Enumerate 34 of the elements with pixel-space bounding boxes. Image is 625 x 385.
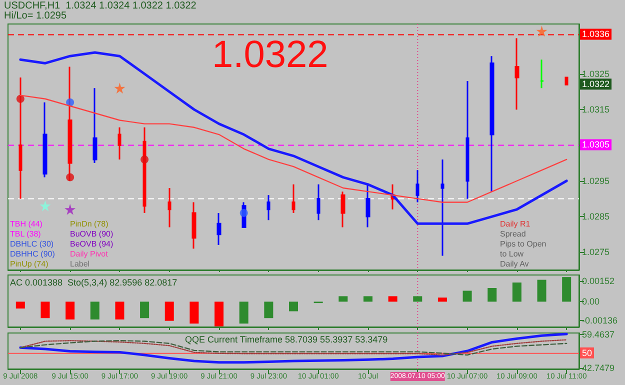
y-tick-label: 0.00152 xyxy=(582,276,615,286)
y-tick-label: 42.7479 xyxy=(582,362,615,373)
annotation: Daily Pivot xyxy=(70,250,109,258)
annotation: to Low xyxy=(500,250,524,258)
y-tick-label: 1.0285 xyxy=(582,212,610,222)
annotation: TBH (44) xyxy=(10,220,43,228)
y-tick-label: 1.0325 xyxy=(582,68,610,79)
annotation: Label xyxy=(70,260,90,268)
y-tick-label: 59.4637 xyxy=(582,330,615,340)
annotation: Daily Av xyxy=(500,260,529,268)
ref-line-label: 50 xyxy=(582,348,592,358)
annotation: BeOVB (94) xyxy=(70,240,114,248)
annotation: QQE Current Timeframe 58.7039 55.3937 53.3479 xyxy=(185,334,388,344)
chart-title: USDCHF,H1 1.0324 1.0324 1.0322 1.0322 xyxy=(4,0,197,12)
annotation: DBHLC (30) xyxy=(10,240,54,248)
ref-line-label: 1.0305 xyxy=(582,140,610,150)
y-tick-label: -0.00136 xyxy=(582,315,618,326)
annotation: BuOVB (90) xyxy=(70,230,114,238)
y-tick-label: 0.00 xyxy=(582,296,600,307)
chart-subtitle: Hi/Lo= 1.0295 xyxy=(4,10,67,22)
annotation: AC 0.001388 Sto(5,3,4) 82.9596 82.0817 xyxy=(10,278,178,288)
y-tick-label: 1.0315 xyxy=(582,104,610,115)
annotation: TBL (38) xyxy=(10,230,42,238)
annotation: Pips to Open xyxy=(500,240,546,248)
annotation: 1.0322 xyxy=(212,34,328,76)
annotation: Daily R1 xyxy=(500,220,531,228)
annotation: PinDn (78) xyxy=(70,220,109,228)
annotation: PinUp (74) xyxy=(10,260,49,268)
annotation: 1.0322 xyxy=(582,79,610,90)
y-tick-label: 1.0295 xyxy=(582,176,610,186)
ref-line-label: 1.0336 xyxy=(582,29,610,40)
annotation: DBHHC (90) xyxy=(10,250,56,258)
y-tick-label: 1.0275 xyxy=(582,247,610,258)
annotation: Spread xyxy=(500,230,526,238)
